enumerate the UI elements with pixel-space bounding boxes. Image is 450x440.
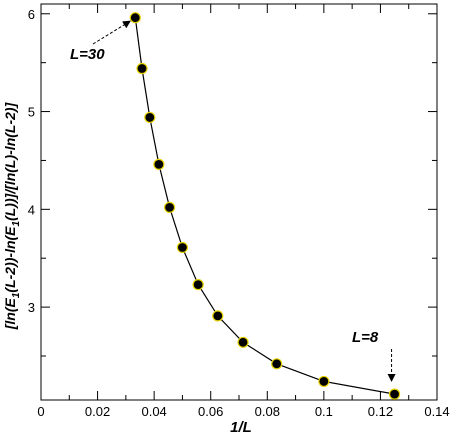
data-point [271,358,283,370]
x-tick-label: 0.02 [85,404,110,419]
annotation-l8: L=8 [352,329,379,346]
y-tick-label: 4 [28,202,35,217]
data-point [388,388,401,400]
x-tick-label: 0.04 [141,404,166,419]
x-tick-label: 0.14 [424,404,449,419]
data-point [192,279,204,291]
y-tick-label: 5 [28,105,35,120]
data-point [212,310,224,322]
data-point [153,158,165,170]
x-axis-ticks: 0 0.02 0.04 0.06 0.08 0.1 0.12 0.14 [37,4,450,419]
y-axis-title-subscript-1: 1 [11,292,22,298]
y-axis-ticks: 3 4 5 6 [28,7,437,357]
data-point [163,201,176,213]
annotations: L=30 L=8 [70,20,396,382]
y-tick-label: 6 [28,7,35,22]
x-tick-label: 0 [37,404,44,419]
annotation-l30: L=30 [70,46,105,63]
data-point [136,62,148,75]
y-axis-title-part-1: [ln(E [2,297,18,330]
x-tick-label: 0.12 [368,404,393,419]
data-point [237,336,249,348]
y-axis-title-part-2: (L-2))-ln(E [2,226,18,293]
series-line [134,17,395,395]
data-point [129,12,141,24]
y-axis-title-part-3: (L))]/[ln(L)-ln(L-2)] [2,101,18,220]
x-axis-title: 1/L [230,419,252,436]
x-tick-label: 0.1 [315,404,333,419]
y-axis-title-subscript-2: 1 [11,220,22,226]
data-point [144,111,156,124]
annotation-arrow-l30 [92,20,131,45]
y-tick-label: 3 [28,300,35,315]
data-point [176,241,189,254]
x-tick-label: 0.08 [255,404,280,419]
data-point [318,375,330,388]
x-tick-label: 0.06 [198,404,223,419]
series-layer [129,12,401,400]
y-axis-title: [ln(E1(L-2))-ln(E1(L))]/[ln(L)-ln(L-2)] [2,101,22,330]
